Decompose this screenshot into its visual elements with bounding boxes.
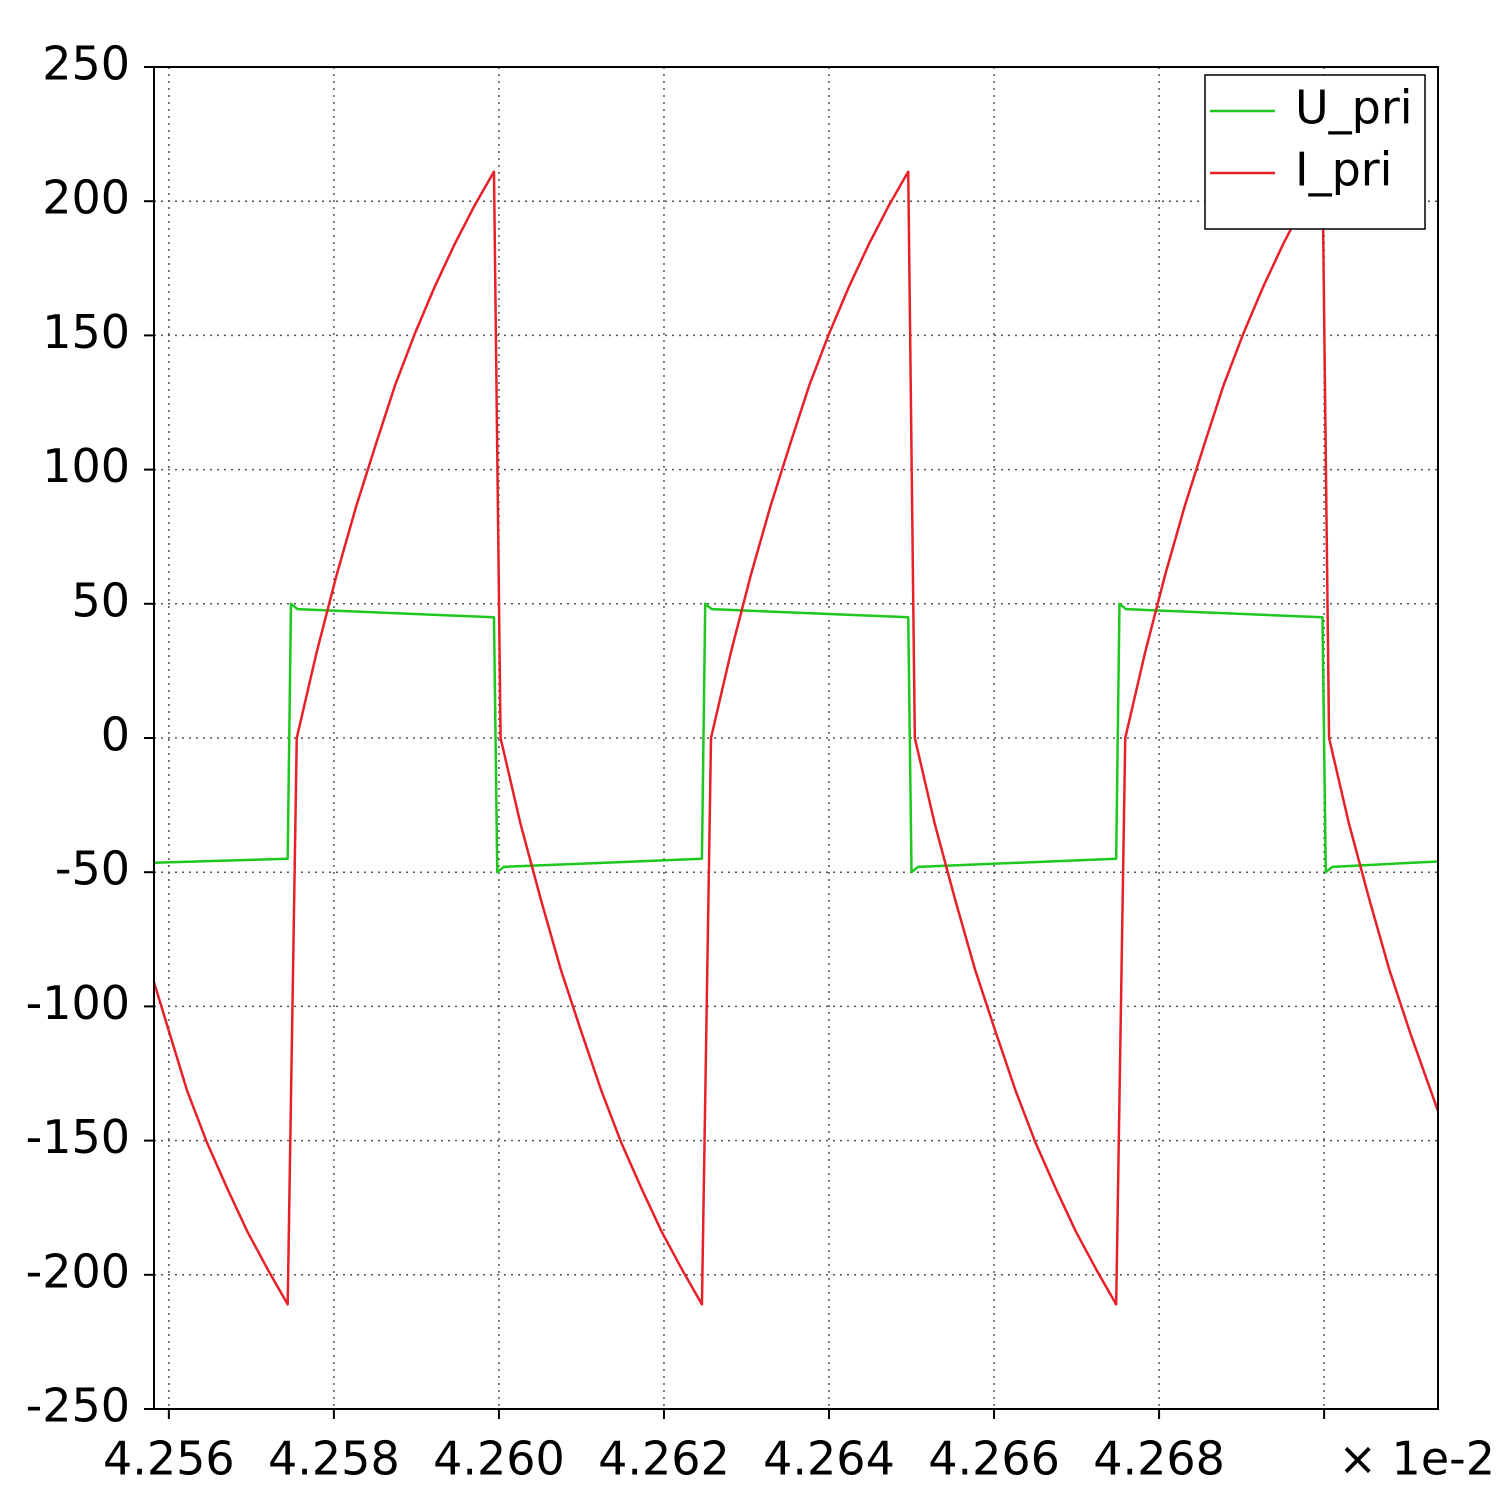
x-offset-label: × 1e-2 [1338,1432,1495,1486]
x-tick-label: 4.262 [598,1432,730,1486]
y-tick-label: 250 [42,37,130,91]
x-tick-label: 4.268 [1093,1432,1225,1486]
y-tick-label: 0 [101,708,130,762]
x-tick-label: 4.260 [433,1432,565,1486]
x-tick-label: 4.266 [928,1432,1060,1486]
plot-frame [153,66,1439,1410]
y-tick-label: -200 [26,1244,130,1298]
series-line [154,602,1438,874]
y-tick-label: 150 [42,305,130,359]
x-tick-label: 4.264 [763,1432,895,1486]
x-tick-label: 4.258 [268,1432,400,1486]
y-tick-label: -250 [26,1379,130,1433]
y-tick-label: -50 [55,842,130,896]
x-tick-label: 4.256 [103,1432,235,1486]
legend-box [1204,74,1426,230]
legend-label: U_pri [1295,81,1413,135]
plot-lines [154,170,1438,1306]
y-tick-label: 200 [42,171,130,225]
legend-label: I_pri [1295,143,1392,197]
y-tick-label: -100 [26,976,130,1030]
y-tick-label: 50 [71,573,130,627]
series-line [154,170,1438,1306]
y-tick-label: -150 [26,1110,130,1164]
y-tick-label: 100 [42,439,130,493]
legend: U_pri I_pri [1204,74,1426,230]
grid [154,66,1438,1410]
